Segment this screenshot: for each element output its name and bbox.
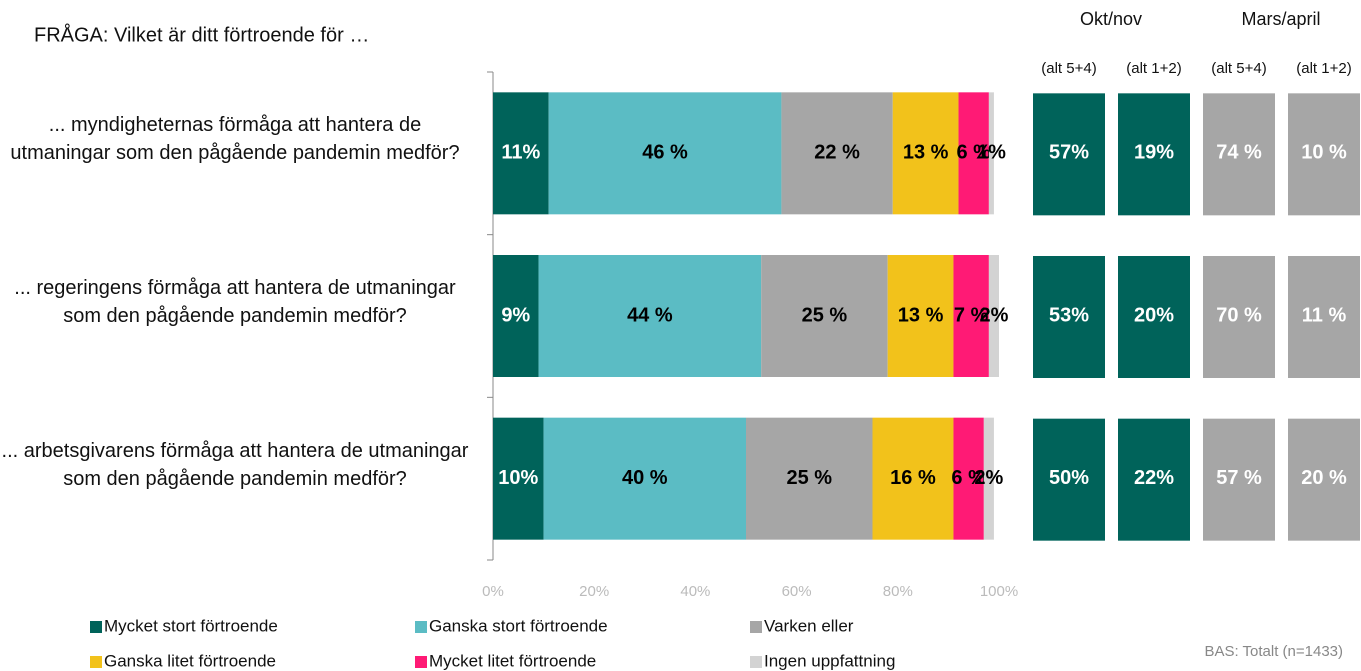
question: FRÅGA: Vilket är ditt förtroende för … — [34, 23, 369, 46]
data-label: 46 % — [642, 142, 688, 164]
legend-label: Ganska stort förtroende — [429, 616, 608, 635]
bar-segment — [493, 92, 549, 215]
comparison-box — [1288, 418, 1360, 541]
bar-segment — [538, 255, 762, 377]
x-tick-label: 20% — [579, 583, 609, 600]
bar-segment — [543, 417, 746, 540]
comparison-value: 11 % — [1302, 304, 1347, 326]
bar-segment — [988, 255, 999, 377]
data-label: 11% — [501, 142, 540, 164]
comparison-value: 22% — [1134, 467, 1174, 489]
bar-segment — [988, 92, 994, 215]
category-label: ... regeringens förmåga att hantera de u… — [14, 277, 456, 327]
column-header: (alt 1+2) — [1296, 60, 1351, 77]
legend-swatch — [415, 621, 427, 633]
data-label: 6 % — [956, 142, 991, 164]
data-label: 13 % — [903, 142, 949, 164]
legend-swatch — [750, 621, 762, 633]
comparison-value: 74 % — [1216, 142, 1262, 164]
bar-segment — [887, 255, 954, 377]
bar-segment — [781, 92, 893, 215]
data-label: 2% — [979, 304, 1008, 326]
comparison-box — [1288, 93, 1360, 216]
data-label: 25 % — [786, 467, 832, 489]
category-label: ... arbetsgivarens förmåga att hantera d… — [1, 439, 469, 490]
comparison-value: 20% — [1134, 304, 1174, 326]
data-label: 10% — [498, 467, 538, 489]
category-label: ... myndigheternas förmåga att hantera d… — [10, 114, 460, 165]
legend-label: Mycket litet förtroende — [429, 651, 596, 670]
group-header: Okt/nov — [1080, 9, 1142, 29]
comparison-box — [1033, 256, 1105, 378]
data-label: 22 % — [814, 142, 860, 164]
comparison-box — [1118, 93, 1190, 216]
bar-segment — [872, 417, 954, 540]
x-tick-label: 0% — [482, 583, 504, 600]
column-header: (alt 5+4) — [1041, 60, 1096, 77]
data-label: 9% — [501, 304, 530, 326]
data-label: 6 % — [951, 467, 986, 489]
bar-segment — [548, 92, 782, 215]
legend-swatch — [90, 656, 102, 668]
bar-segment — [746, 417, 873, 540]
data-label: 44 % — [627, 304, 673, 326]
data-label: 2% — [974, 467, 1003, 489]
column-header: (alt 1+2) — [1126, 60, 1181, 77]
bar-segment — [493, 255, 539, 377]
legend-swatch — [750, 656, 762, 668]
column-header: (alt 5+4) — [1211, 60, 1266, 77]
legend-label: Ganska litet förtroende — [104, 651, 276, 670]
comparison-box — [1288, 256, 1360, 378]
bar-segment — [958, 92, 989, 215]
data-label: 40 % — [622, 467, 668, 489]
comparison-box — [1033, 418, 1105, 541]
data-label: 16 % — [890, 467, 936, 489]
comparison-value: 57 % — [1216, 467, 1262, 489]
bar-segment — [892, 92, 959, 215]
comparison-value: 57% — [1049, 142, 1089, 164]
legend-label: Mycket stort förtroende — [104, 616, 278, 635]
legend-label: Varken eller — [764, 616, 854, 635]
data-label: 1% — [977, 142, 1006, 164]
data-label: 25 % — [802, 304, 848, 326]
comparison-value: 50% — [1049, 467, 1089, 489]
x-tick-label: 100% — [980, 583, 1018, 600]
bar-segment — [493, 417, 544, 540]
comparison-box — [1203, 256, 1275, 378]
comparison-value: 53% — [1049, 304, 1089, 326]
bar-segment — [761, 255, 888, 377]
comparison-value: 19% — [1134, 142, 1174, 164]
x-tick-label: 40% — [680, 583, 710, 600]
group-header: Mars/april — [1241, 9, 1320, 29]
legend-swatch — [415, 656, 427, 668]
comparison-box — [1203, 93, 1275, 216]
bar-segment — [953, 255, 989, 377]
comparison-box — [1203, 418, 1275, 541]
comparison-box — [1118, 256, 1190, 378]
x-tick-label: 80% — [883, 583, 913, 600]
comparison-box — [1033, 93, 1105, 216]
x-tick-label: 60% — [782, 583, 812, 600]
comparison-value: 10 % — [1301, 142, 1347, 164]
comparison-box — [1118, 418, 1190, 541]
base-note: BAS: Totalt (n=1433) — [1204, 643, 1343, 660]
data-label: 13 % — [898, 304, 944, 326]
bar-segment — [983, 417, 994, 540]
legend-swatch — [90, 621, 102, 633]
comparison-value: 20 % — [1301, 467, 1347, 489]
bar-segment — [953, 417, 984, 540]
comparison-value: 70 % — [1216, 304, 1262, 326]
data-label: 7 % — [954, 304, 989, 326]
legend-label: Ingen uppfattning — [764, 651, 895, 670]
